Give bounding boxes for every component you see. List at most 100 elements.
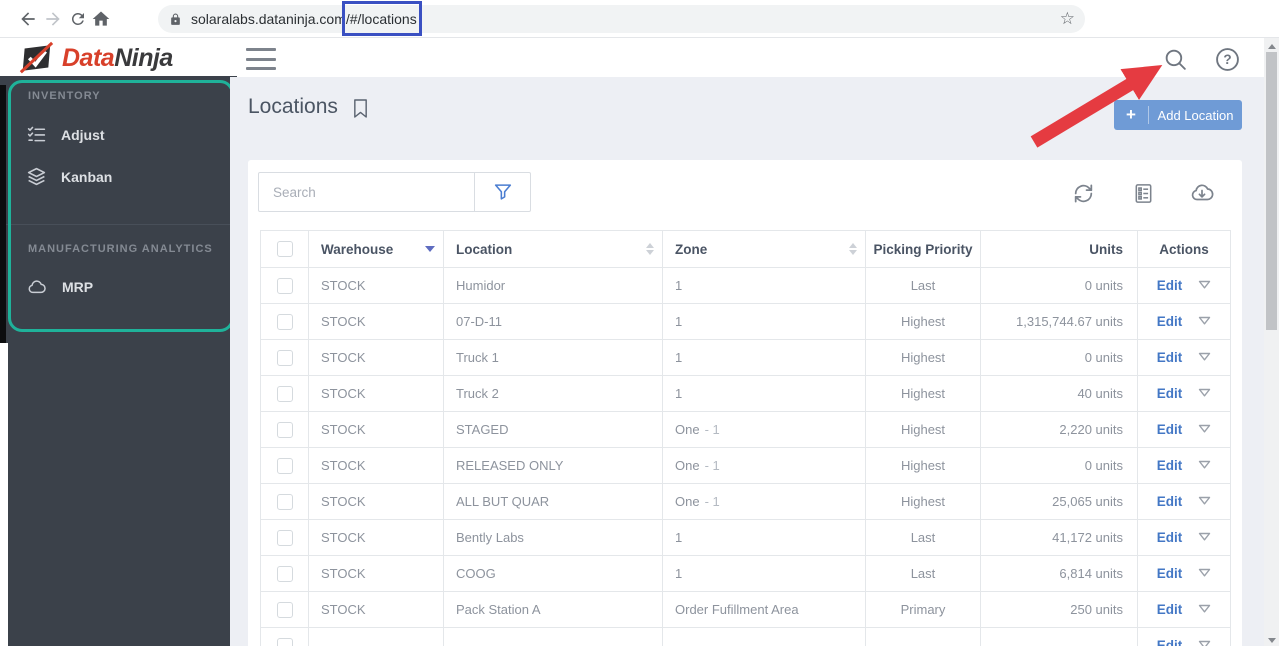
bookmark-page-icon[interactable] — [352, 98, 369, 119]
cell-picking-priority: Highest — [865, 303, 981, 340]
table-row: STOCK ALL BUT QUAR One - 1 Highest 25,065… — [260, 483, 1231, 520]
edit-link[interactable]: Edit — [1156, 566, 1183, 581]
row-checkbox[interactable] — [276, 457, 293, 474]
page-scrollbar[interactable] — [1264, 38, 1279, 646]
scrollbar-down-arrow-icon[interactable] — [1268, 638, 1276, 643]
bookmark-star-icon[interactable]: ☆ — [1059, 9, 1075, 28]
edit-link[interactable]: Edit — [1156, 314, 1183, 329]
cell-units: 0 units — [980, 447, 1138, 484]
cell-warehouse: STOCK — [308, 591, 444, 628]
row-dropdown-icon[interactable] — [1198, 460, 1211, 469]
edit-link[interactable]: Edit — [1156, 494, 1183, 509]
row-dropdown-icon[interactable] — [1198, 352, 1211, 361]
sidebar-divider — [0, 224, 230, 225]
table-row: STOCK Bently Labs 1 Last 41,172 units Ed… — [260, 519, 1231, 556]
row-dropdown-icon[interactable] — [1198, 316, 1211, 325]
scrollbar-thumb[interactable] — [1266, 52, 1277, 330]
table-row: STOCK Humidor 1 Last 0 units Edit — [260, 267, 1231, 304]
cell-picking-priority: Highest — [865, 447, 981, 484]
edit-link[interactable]: Edit — [1156, 386, 1183, 401]
cell-warehouse: STOCK — [308, 555, 444, 592]
sort-toggle-icon[interactable] — [646, 243, 654, 255]
sidebar-item-mrp[interactable]: MRP — [26, 277, 93, 297]
address-bar[interactable]: solaralabs.dataninja.com/#/locations ☆ — [158, 1, 1085, 36]
cloud-icon — [28, 280, 46, 294]
refresh-icon — [1074, 183, 1092, 203]
cell-zone: 1 — [662, 519, 866, 556]
edit-link[interactable]: Edit — [1156, 278, 1183, 293]
row-checkbox[interactable] — [276, 313, 293, 330]
search-input[interactable] — [258, 172, 475, 212]
sidebar-nav: INVENTORY Adjust Kanban MANUFACTURING AN… — [0, 77, 230, 646]
row-dropdown-icon[interactable] — [1198, 640, 1211, 646]
row-dropdown-icon[interactable] — [1198, 280, 1211, 289]
checklist-icon — [27, 126, 46, 142]
cell-warehouse: STOCK — [308, 519, 444, 556]
row-dropdown-icon[interactable] — [1198, 568, 1211, 577]
edit-link[interactable]: Edit — [1156, 458, 1183, 473]
scrollbar-up-arrow-icon[interactable] — [1268, 44, 1276, 49]
row-dropdown-icon[interactable] — [1198, 532, 1211, 541]
row-checkbox[interactable] — [276, 601, 293, 618]
row-dropdown-icon[interactable] — [1198, 388, 1211, 397]
cell-zone: One - 1 — [662, 483, 866, 520]
cell-actions: Edit — [1137, 303, 1231, 340]
refresh-button[interactable] — [1070, 180, 1096, 206]
table-row: STOCK 07-D-11 1 Highest 1,315,744.67 uni… — [260, 303, 1231, 340]
cell-location: Bently Labs — [443, 519, 663, 556]
row-checkbox[interactable] — [276, 529, 293, 546]
export-button[interactable] — [1189, 180, 1215, 206]
cell-units: 250 units — [980, 591, 1138, 628]
browser-forward-button[interactable] — [41, 7, 65, 31]
cell-actions: Edit — [1137, 339, 1231, 376]
dataninja-logo-icon — [19, 41, 54, 74]
cell-location: 07-D-11 — [443, 303, 663, 340]
column-header-picking-priority: Picking Priority — [865, 230, 981, 268]
edit-link[interactable]: Edit — [1156, 638, 1183, 646]
column-header-location[interactable]: Location — [456, 241, 513, 257]
detail-list-icon — [1135, 183, 1151, 203]
cell-warehouse: STOCK — [308, 447, 444, 484]
select-all-checkbox[interactable] — [276, 241, 293, 258]
edit-link[interactable]: Edit — [1156, 530, 1183, 545]
row-checkbox[interactable] — [276, 637, 293, 646]
global-search-button[interactable] — [1162, 46, 1188, 72]
filter-funnel-icon — [494, 184, 511, 200]
app-logo: DataNinja — [18, 41, 173, 75]
browser-back-button[interactable] — [16, 7, 40, 31]
browser-home-button[interactable] — [89, 7, 113, 31]
edit-link[interactable]: Edit — [1156, 422, 1183, 437]
cell-picking-priority: Last — [865, 555, 981, 592]
table-row: STOCK Truck 2 1 Highest 40 units Edit — [260, 375, 1231, 412]
column-header-warehouse[interactable]: Warehouse — [321, 241, 394, 257]
cell-actions: Edit — [1137, 375, 1231, 412]
column-header-zone[interactable]: Zone — [675, 241, 708, 257]
row-dropdown-icon[interactable] — [1198, 424, 1211, 433]
sidebar-item-adjust[interactable]: Adjust — [26, 124, 105, 145]
sort-toggle-icon[interactable] — [849, 243, 857, 255]
help-button[interactable]: ? — [1214, 46, 1240, 72]
annotation-black-strip — [0, 85, 6, 343]
row-dropdown-icon[interactable] — [1198, 604, 1211, 613]
table-header-row: Warehouse Location Zone Picking Priority… — [260, 230, 1231, 268]
home-icon — [92, 11, 110, 26]
filter-button[interactable] — [475, 172, 531, 212]
row-checkbox[interactable] — [276, 565, 293, 582]
browser-reload-button[interactable] — [66, 7, 90, 31]
row-dropdown-icon[interactable] — [1198, 496, 1211, 505]
sidebar-item-kanban[interactable]: Kanban — [26, 166, 112, 187]
menu-toggle-button[interactable] — [246, 47, 276, 71]
url-path: /#/locations — [345, 11, 417, 27]
row-checkbox[interactable] — [276, 493, 293, 510]
row-checkbox[interactable] — [276, 277, 293, 294]
column-settings-button[interactable] — [1130, 180, 1156, 206]
logo-text-ninja: Ninja — [114, 43, 173, 72]
row-checkbox[interactable] — [276, 385, 293, 402]
row-checkbox[interactable] — [276, 349, 293, 366]
add-location-button[interactable]: + Add Location — [1114, 100, 1242, 130]
table-row: Edit — [260, 627, 1231, 646]
sort-descending-icon[interactable] — [425, 246, 435, 252]
row-checkbox[interactable] — [276, 421, 293, 438]
edit-link[interactable]: Edit — [1156, 350, 1183, 365]
edit-link[interactable]: Edit — [1156, 602, 1183, 617]
